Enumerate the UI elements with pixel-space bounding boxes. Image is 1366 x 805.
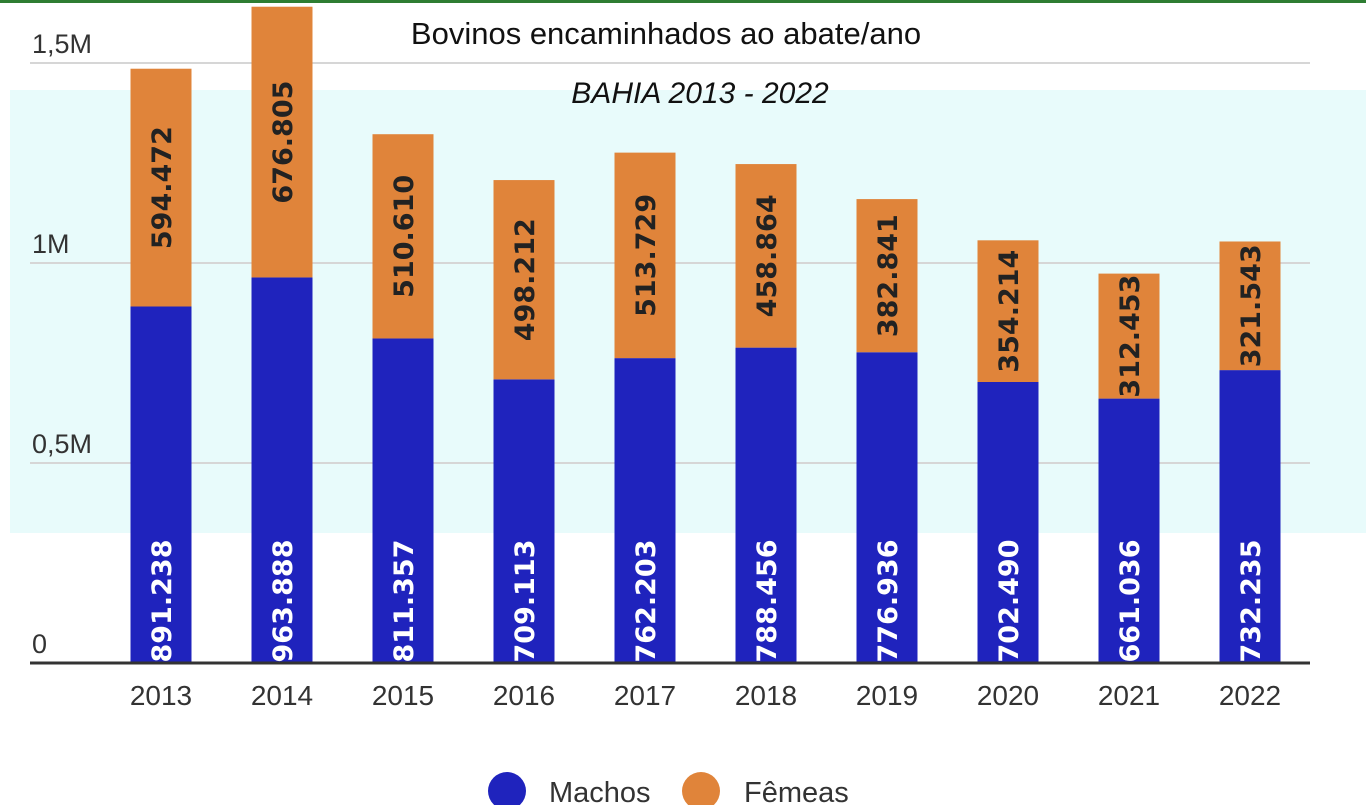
bar-machos-2013 — [130, 306, 192, 663]
x-tick-label: 2017 — [614, 680, 676, 711]
bar-machos-2014 — [251, 277, 313, 663]
bar-femeas-2022 — [1219, 241, 1281, 371]
bar-label-femeas: 458.864 — [752, 194, 783, 317]
bar-machos-2021 — [1098, 398, 1160, 663]
chart-svg: 0 0,5M 1M 1,5M 891.238 594.472 963.888 676.805… — [10, 6, 1366, 805]
y-tick-label: 0,5M — [32, 429, 92, 459]
legend-swatch-femeas — [682, 772, 720, 805]
bar-label-machos: 762.203 — [631, 540, 662, 663]
x-tick-label: 2014 — [251, 680, 313, 711]
bar-label-femeas: 594.472 — [147, 126, 178, 249]
bar-label-machos: 788.456 — [752, 540, 783, 663]
x-tick-label: 2013 — [130, 680, 192, 711]
bar-machos-2022 — [1219, 370, 1281, 663]
bar-label-machos: 811.357 — [389, 540, 420, 663]
x-tick-label: 2018 — [735, 680, 797, 711]
y-tick-label: 1M — [32, 229, 70, 259]
bar-label-machos: 891.238 — [147, 540, 178, 663]
x-tick-label: 2015 — [372, 680, 434, 711]
bar-label-femeas: 498.212 — [510, 218, 541, 341]
bar-femeas-2014 — [251, 6, 313, 278]
bar-machos-2017 — [614, 358, 676, 663]
bar-machos-2015 — [372, 338, 434, 663]
bar-label-machos: 709.113 — [510, 540, 541, 663]
x-tick-label: 2016 — [493, 680, 555, 711]
bar-label-femeas: 382.841 — [873, 214, 904, 337]
x-tick-label: 2019 — [856, 680, 918, 711]
highlight-band — [10, 90, 1366, 533]
bar-label-femeas: 354.214 — [994, 250, 1025, 373]
y-tick-label: 1,5M — [32, 29, 92, 59]
bar-femeas-2019 — [856, 199, 918, 353]
y-tick-label: 0 — [32, 629, 47, 659]
bar-femeas-2016 — [493, 180, 555, 380]
bar-label-femeas: 312.453 — [1115, 275, 1146, 398]
bar-machos-2020 — [977, 382, 1039, 663]
legend: Machos Fêmeas — [488, 772, 849, 805]
bar-femeas-2020 — [977, 240, 1039, 383]
bar-femeas-2013 — [130, 68, 192, 307]
bar-femeas-2015 — [372, 134, 434, 339]
legend-label-machos: Machos — [549, 777, 651, 805]
legend-label-femeas: Fêmeas — [744, 777, 849, 805]
x-axis-ticks: 2013 2014 2015 2016 2017 2018 2019 2020 2021 2022 — [130, 680, 1281, 711]
bar-labels: 891.238 594.472 963.888 676.805 811.357 510.6… — [147, 81, 1267, 663]
x-tick-label: 2020 — [977, 680, 1039, 711]
chart-subtitle: BAHIA 2013 - 2022 — [571, 77, 829, 110]
bar-femeas-2021 — [1098, 273, 1160, 399]
bar-femeas-2017 — [614, 152, 676, 359]
bar-label-machos: 963.888 — [268, 540, 299, 663]
bar-label-machos: 702.490 — [994, 540, 1025, 663]
bar-femeas-2018 — [735, 164, 797, 348]
bar-label-femeas: 513.729 — [631, 194, 662, 317]
bar-label-machos: 776.936 — [873, 540, 904, 663]
chart-title: Bovinos encaminhados ao abate/ano — [411, 16, 921, 51]
bar-label-machos: 732.235 — [1236, 540, 1267, 663]
bar-label-machos: 661.036 — [1115, 540, 1146, 663]
bar-machos-2016 — [493, 379, 555, 663]
bar-label-femeas: 676.805 — [268, 81, 299, 204]
bar-label-femeas: 321.543 — [1236, 244, 1267, 367]
legend-swatch-machos — [488, 772, 526, 805]
x-tick-label: 2022 — [1219, 680, 1281, 711]
bar-machos-2019 — [856, 352, 918, 663]
bar-machos-2018 — [735, 347, 797, 663]
x-tick-label: 2021 — [1098, 680, 1160, 711]
bar-label-femeas: 510.610 — [389, 175, 420, 298]
bars — [130, 6, 1281, 663]
y-axis-ticks: 0 0,5M 1M 1,5M — [32, 29, 92, 659]
